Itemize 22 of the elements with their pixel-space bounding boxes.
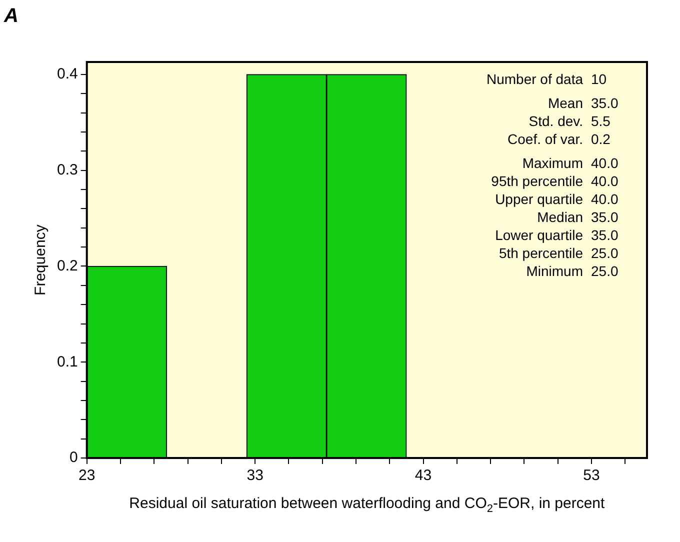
y-tick-label: 0.3 <box>56 161 78 178</box>
annotation: 5th percentile 25.0 <box>498 245 618 261</box>
y-axis-title: Frequency <box>32 224 50 296</box>
x-tick-label: 53 <box>583 467 600 484</box>
x-tick-label: 23 <box>78 467 96 484</box>
y-tick-label: 0.2 <box>56 257 78 274</box>
annotation: Minimum 25.0 <box>526 263 618 279</box>
annotation: Coef. of var. 0.2 <box>508 131 611 147</box>
annotation: Number of data 10 <box>486 71 607 87</box>
annotation: 95th percentile 40.0 <box>491 173 618 189</box>
y-tick-label: 0 <box>70 449 78 466</box>
chart-title: A <box>3 5 18 27</box>
y-tick-label: 0.4 <box>56 66 78 83</box>
annotation: Maximum 40.0 <box>522 155 618 171</box>
x-tick-label: 33 <box>246 467 264 484</box>
annotation: Lower quartile 35.0 <box>495 227 618 243</box>
y-tick-label: 0.1 <box>56 353 78 370</box>
annotation: Median 35.0 <box>537 209 618 225</box>
annotation: Upper quartile 40.0 <box>495 191 618 207</box>
annotation: Mean 35.0 <box>548 95 618 111</box>
x-tick-label: 43 <box>414 467 432 484</box>
annotation: Std. dev. 5.5 <box>528 113 611 129</box>
